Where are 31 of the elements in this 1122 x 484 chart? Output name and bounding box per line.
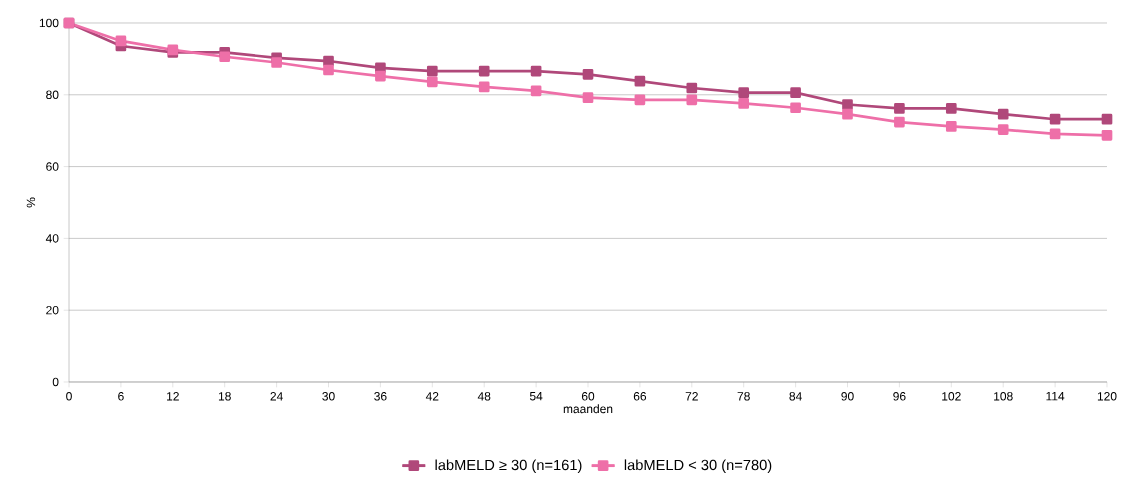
x-tick-label: 12 xyxy=(167,392,179,401)
y-tick-label: 0 xyxy=(52,377,59,387)
x-tick-label: 78 xyxy=(737,392,750,401)
x-tick-label: 36 xyxy=(374,392,387,401)
x-axis-title: maanden xyxy=(563,404,613,414)
y-axis-title: % xyxy=(26,197,36,208)
x-tick-label: 66 xyxy=(633,392,647,401)
y-tick-label: 40 xyxy=(45,234,59,243)
x-tick-label: 114 xyxy=(1046,392,1065,401)
x-tick-label: 24 xyxy=(270,392,283,401)
x-tick-label: 0 xyxy=(66,392,72,401)
x-tick-label: 60 xyxy=(581,392,595,401)
x-tick-label: 42 xyxy=(425,392,439,401)
x-tick-label: 96 xyxy=(893,392,906,401)
x-tick-label: 30 xyxy=(322,392,335,401)
x-tick-label: 90 xyxy=(841,392,854,401)
x-tick-label: 18 xyxy=(218,392,231,401)
x-tick-label: 84 xyxy=(789,392,802,401)
x-tick-label: 6 xyxy=(118,392,124,401)
x-tick-label: 54 xyxy=(529,392,543,401)
x-tick-label: 120 xyxy=(1097,392,1117,401)
y-tick-label: 80 xyxy=(46,90,59,100)
x-tick-label: 108 xyxy=(994,392,1013,401)
legend-label: labMELD ≥ 30 (n=161) xyxy=(435,459,582,474)
y-tick-label: 60 xyxy=(46,162,59,171)
x-tick-label: 72 xyxy=(685,392,698,401)
x-tick-label: 48 xyxy=(477,392,491,401)
y-tick-label: 100 xyxy=(39,18,59,28)
y-tick-label: 20 xyxy=(46,305,59,315)
legend-label: labMELD < 30 (n=780) xyxy=(624,459,772,474)
x-tick-label: 102 xyxy=(942,392,961,401)
